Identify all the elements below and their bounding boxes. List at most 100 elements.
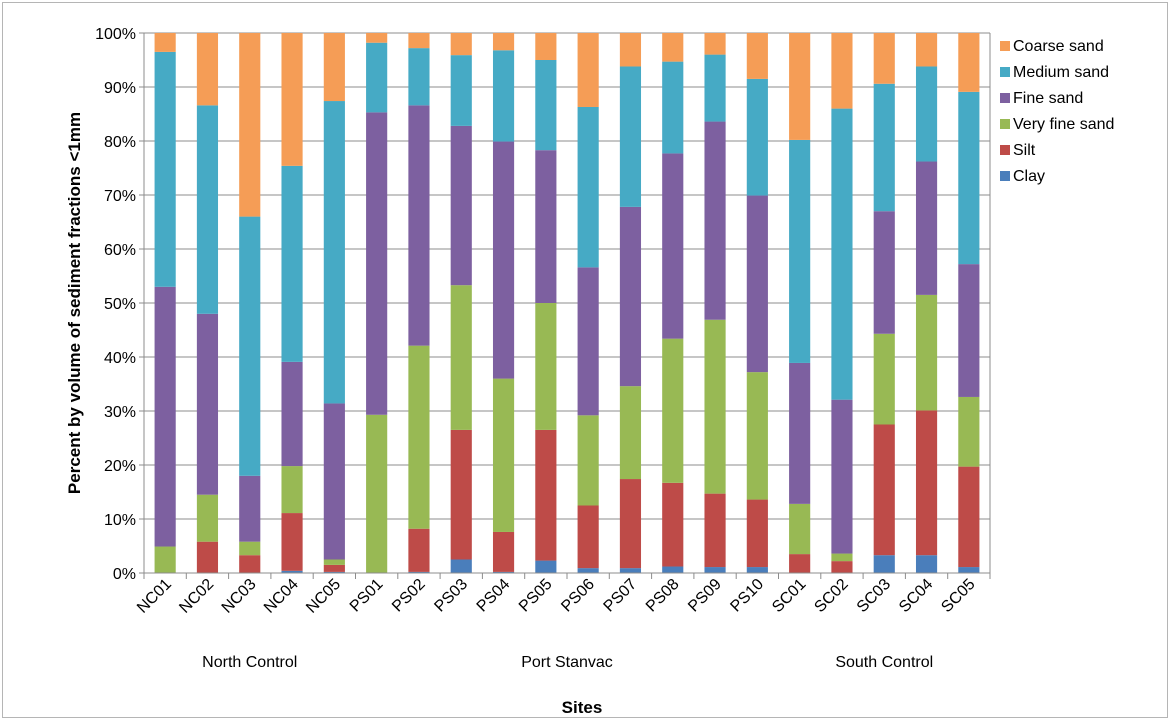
bar-segment [958, 466, 980, 568]
bar-segment [704, 121, 726, 320]
bar-segment [281, 570, 303, 573]
bar-segment [746, 195, 768, 373]
bar-segment [535, 560, 557, 573]
legend-label: Medium sand [1013, 64, 1109, 81]
x-tick-label: PS05 [516, 576, 556, 616]
x-tick-label: PS04 [474, 576, 514, 616]
bar-segment [492, 33, 515, 51]
bar-segment [577, 415, 599, 506]
bar-segment [873, 83, 895, 212]
bar-segment [789, 554, 811, 573]
bar-segment [831, 108, 853, 400]
bar-segment [450, 55, 472, 126]
bar-segment [704, 567, 726, 573]
bar-segment [619, 66, 642, 207]
bar-segment [789, 503, 811, 555]
bar-segment [619, 479, 642, 569]
bar-segment [366, 112, 388, 415]
bar-segment [873, 555, 895, 573]
x-tick-label: NC01 [134, 576, 175, 617]
bar-segment [154, 51, 176, 287]
y-tick-label: 30% [104, 404, 136, 421]
bar-segment [662, 153, 684, 339]
legend-label: Very fine sand [1013, 116, 1114, 133]
y-axis-title: Percent by volume of sediment fractions … [65, 112, 84, 494]
y-tick-label: 0% [113, 566, 136, 583]
bar-segment [281, 33, 303, 166]
bar-segment [915, 161, 938, 295]
bar-segment [831, 33, 853, 109]
bar-segment [196, 105, 219, 314]
group-label: North Control [202, 654, 297, 671]
bar-segment [323, 559, 345, 565]
bar-segment [366, 42, 388, 113]
bar-segment [619, 386, 642, 480]
x-tick-label: PS07 [601, 576, 641, 616]
bar-segment [577, 106, 599, 268]
x-tick-label: PS09 [685, 576, 725, 616]
bar-segment [746, 33, 768, 79]
bar-segment [323, 33, 345, 102]
bar-segment [746, 372, 768, 500]
y-tick-label: 90% [104, 80, 136, 97]
x-tick-label: SC04 [896, 576, 936, 616]
x-tick-label: NC02 [176, 576, 217, 617]
legend-label: Clay [1013, 168, 1045, 185]
y-tick-label: 40% [104, 350, 136, 367]
bar-segment [239, 33, 261, 217]
legend-label: Silt [1013, 142, 1036, 159]
bar-segment [662, 338, 684, 483]
x-tick-label: PS08 [643, 576, 683, 616]
bar-segment [704, 33, 726, 55]
bar-segment [958, 33, 980, 92]
bar-segment [450, 285, 472, 430]
bar-segment [915, 410, 938, 556]
y-tick-label: 100% [95, 26, 136, 43]
bar-segment [492, 50, 515, 142]
bar-segment [789, 139, 811, 363]
bar-segment [323, 101, 345, 404]
bar-segment [704, 319, 726, 494]
bar-segment [366, 33, 388, 43]
bar-segment [789, 33, 811, 140]
bar-segment [958, 91, 980, 265]
bar-segment [662, 61, 684, 154]
bar-segment [323, 564, 345, 572]
y-tick-label: 10% [104, 512, 136, 529]
axes [139, 32, 991, 579]
bar-segment [746, 499, 768, 568]
bar-segment [873, 33, 895, 84]
bar-segment [619, 206, 642, 387]
bar-segment [196, 494, 219, 542]
x-tick-label: NC05 [303, 576, 344, 617]
bar-segment [789, 362, 811, 504]
legend-swatch [1000, 41, 1010, 51]
bar-segment [535, 33, 557, 60]
x-tick-label: PS03 [431, 576, 471, 616]
bar-segment [281, 165, 303, 362]
bar-segment [662, 482, 684, 567]
bar-segment [577, 33, 599, 107]
x-tick-label: PS02 [389, 576, 429, 616]
bar-segment [323, 403, 345, 560]
bar-segment [619, 568, 642, 573]
bar-segment [196, 33, 219, 106]
y-tick-label: 50% [104, 296, 136, 313]
bar-segment [915, 33, 938, 67]
bar-segment [450, 429, 472, 560]
x-axis-title: Sites [562, 698, 603, 717]
bar-segment [281, 466, 303, 514]
bar-segment [535, 429, 557, 561]
bar-segment [492, 571, 515, 573]
bar-segment [492, 378, 515, 532]
legend-swatch [1000, 145, 1010, 155]
bar-segment [408, 528, 430, 572]
bar-segment [196, 313, 219, 495]
bar-segment [239, 475, 261, 542]
legend-swatch [1000, 67, 1010, 77]
bar-segment [704, 493, 726, 568]
x-tick-label: NC03 [219, 576, 260, 617]
bar-segment [408, 571, 430, 573]
legend: Coarse sand Medium sand Fine sand Very fine… [1000, 38, 1114, 185]
